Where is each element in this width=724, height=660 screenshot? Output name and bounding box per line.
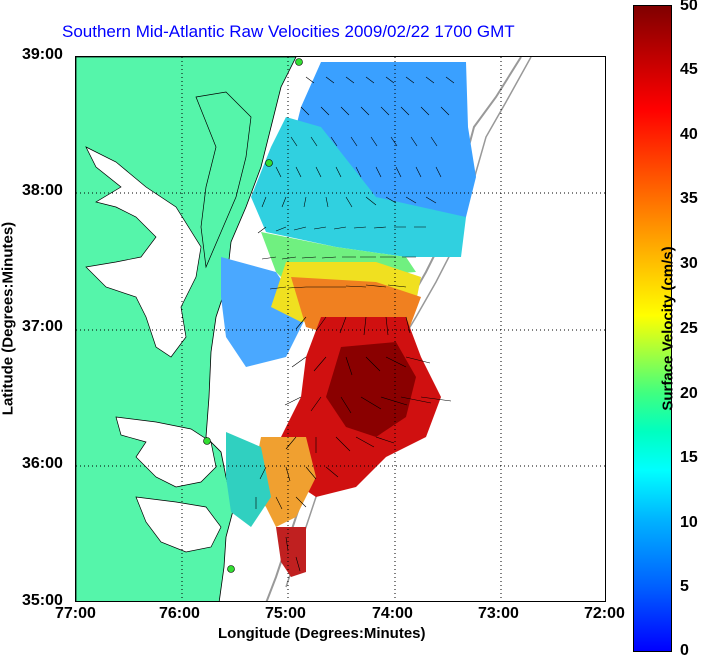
y-tick-label: 39:00	[22, 46, 63, 63]
y-tick-label: 35:00	[22, 592, 63, 609]
colorbar-tick-label: 45	[680, 61, 698, 78]
pamlico-water	[135, 496, 222, 553]
station-marker	[265, 159, 273, 167]
velocity-region-south-orange	[251, 437, 316, 527]
velocity-region-mid	[251, 117, 466, 257]
colorbar-tick-label: 0	[680, 642, 689, 659]
x-tick-label: 74:00	[372, 605, 413, 622]
station-marker	[227, 565, 235, 573]
radar-stations	[203, 58, 303, 573]
x-tick-label: 77:00	[55, 605, 96, 622]
velocity-region-darkred	[326, 342, 416, 437]
x-axis-label: Longitude (Degrees:Minutes)	[218, 625, 426, 642]
colorbar-tick-label: 50	[680, 0, 698, 14]
bay-water	[85, 146, 202, 358]
velocity-region-south-teal	[226, 432, 271, 527]
velocity-region-west-low	[221, 257, 306, 367]
colorbar-tick-label: 15	[680, 449, 698, 466]
y-tick-label: 38:00	[22, 182, 63, 199]
map-title: Southern Mid-Atlantic Raw Velocities 200…	[62, 22, 515, 41]
x-tick-label: 75:00	[265, 605, 306, 622]
x-tick-label: 73:00	[478, 605, 519, 622]
velocity-map	[76, 57, 605, 601]
colorbar-tick-label: 10	[680, 514, 698, 531]
y-tick-label: 36:00	[22, 455, 63, 472]
x-tick-label: 72:00	[584, 605, 625, 622]
sound-water	[115, 416, 217, 488]
y-axis-label: Latitude (Degrees:Minutes)	[0, 221, 17, 416]
colorbar-tick-label: 40	[680, 126, 698, 143]
colorbar-tick-label: 35	[680, 190, 698, 207]
velocity-region-tip-red	[276, 527, 306, 577]
colorbar-tick-label: 5	[680, 578, 689, 595]
colorbar-label: Surface Velocity (cm/s)	[659, 246, 677, 411]
grid-lines	[76, 57, 605, 601]
velocity-vectors	[255, 76, 455, 572]
x-tick-label: 76:00	[159, 605, 200, 622]
y-tick-label: 37:00	[22, 318, 63, 335]
colorbar-tick-label: 20	[680, 385, 698, 402]
delmarva-peninsula	[195, 91, 252, 269]
colorbar-tick-label: 25	[680, 320, 698, 337]
colorbar-tick-label: 30	[680, 255, 698, 272]
colorbar	[633, 5, 672, 652]
station-marker	[203, 437, 211, 445]
station-marker	[295, 58, 303, 66]
map-panel	[75, 56, 606, 602]
